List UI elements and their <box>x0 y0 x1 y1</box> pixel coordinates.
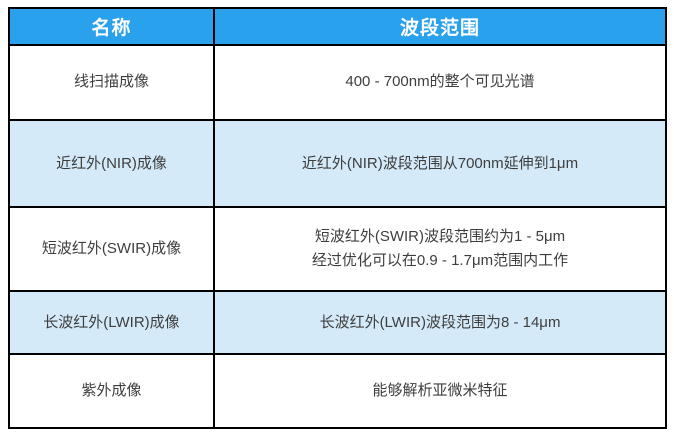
cell-name: 近红外(NIR)成像 <box>10 120 215 207</box>
table-row: 短波红外(SWIR)成像 短波红外(SWIR)波段范围约为1 - 5μm 经过优… <box>10 206 665 291</box>
cell-range: 能够解析亚微米特征 <box>215 355 665 427</box>
row-name-text: 长波红外(LWIR)成像 <box>43 313 180 331</box>
cell-range: 近红外(NIR)波段范围从700nm延伸到1μm <box>215 121 665 206</box>
cell-name: 短波红外(SWIR)成像 <box>10 208 215 291</box>
table-row: 紫外成像 能够解析亚微米特征 <box>10 352 665 427</box>
row-range-text: 近红外(NIR)波段范围从700nm延伸到1μm <box>301 154 579 172</box>
row-name-text: 紫外成像 <box>81 381 142 399</box>
header-cell-range: 波段范围 <box>399 17 480 39</box>
row-range-text-line2: 经过优化可以在0.9 - 1.7μm范围内工作 <box>311 252 569 270</box>
cell-name: 线扫描成像 <box>10 45 215 119</box>
row-name-text: 线扫描成像 <box>73 73 149 91</box>
row-range-text: 能够解析亚微米特征 <box>372 381 508 399</box>
band-range-table: 名称 波段范围 线扫描成像 400 - 700nm的整个可见光谱 近红外(NIR… <box>8 7 667 429</box>
row-range-text: 长波红外(LWIR)波段范围为8 - 14μm <box>319 313 561 331</box>
table-row: 近红外(NIR)成像 近红外(NIR)波段范围从700nm延伸到1μm <box>10 118 665 207</box>
row-range-text-line1: 短波红外(SWIR)波段范围约为1 - 5μm <box>314 228 566 246</box>
table-header-row: 名称 波段范围 <box>10 9 665 44</box>
cell-name: 紫外成像 <box>10 354 215 427</box>
row-name-text: 短波红外(SWIR)成像 <box>41 240 182 258</box>
table-row: 线扫描成像 400 - 700nm的整个可见光谱 <box>10 43 665 119</box>
row-range-text: 400 - 700nm的整个可见光谱 <box>345 73 535 91</box>
cell-range: 400 - 700nm的整个可见光谱 <box>215 46 665 119</box>
row-name-text: 近红外(NIR)成像 <box>56 154 167 172</box>
cell-range: 长波红外(LWIR)波段范围为8 - 14μm <box>215 292 665 352</box>
header-cell-name: 名称 <box>10 9 215 44</box>
cell-name: 长波红外(LWIR)成像 <box>10 292 215 353</box>
table-row: 长波红外(LWIR)成像 长波红外(LWIR)波段范围为8 - 14μm <box>10 290 665 353</box>
cell-range: 短波红外(SWIR)波段范围约为1 - 5μm 经过优化可以在0.9 - 1.7… <box>215 208 665 290</box>
